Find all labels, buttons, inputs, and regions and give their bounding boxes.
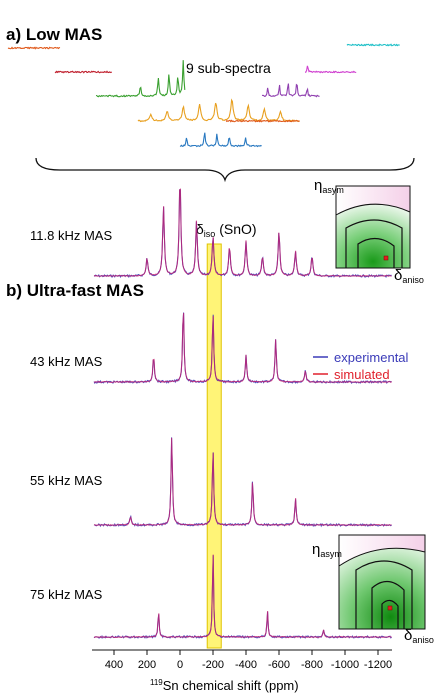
simulated-spectrum-line <box>93 188 392 277</box>
legend-label-experimental: experimental <box>334 350 409 365</box>
inset-contour-bottom: ηasym δaniso <box>312 534 434 645</box>
subspectra-label: 9 sub-spectra <box>186 60 271 76</box>
x-tick-label: 200 <box>138 659 156 671</box>
inset-top-y-label: ηasym <box>314 177 344 195</box>
subspectrum-line <box>305 65 357 74</box>
spectra-group <box>93 188 392 639</box>
subspectrum-line <box>7 46 61 50</box>
inset-bottom-x-label: δaniso <box>404 627 434 645</box>
legend: experimental simulated <box>313 350 409 382</box>
simulated-spectrum-line <box>93 437 392 527</box>
panel-b-title: b) Ultra-fast MAS <box>6 281 144 300</box>
experimental-spectrum-line <box>93 437 392 528</box>
x-tick-label: 400 <box>105 659 123 671</box>
legend-label-simulated: simulated <box>334 367 390 382</box>
x-axis-label: 119Sn chemical shift (ppm) <box>150 678 299 693</box>
x-tick-label: -1200 <box>364 659 392 671</box>
inset-bottom-y-label: ηasym <box>312 541 342 559</box>
subspectrum-line <box>95 60 186 98</box>
x-axis: 400 200 0 -200 -400 -600 -800 -1000 -1200 <box>92 649 392 671</box>
spectrum-label-11-8: 11.8 kHz MAS <box>30 228 112 243</box>
subspectrum-line <box>179 132 262 148</box>
x-tick-label: -800 <box>301 659 323 671</box>
x-tick-label: -400 <box>235 659 257 671</box>
simulated-spectrum-line <box>94 554 392 639</box>
spectrum-label-43: 43 kHz MAS <box>30 354 103 369</box>
x-tick-label: -1000 <box>331 659 359 671</box>
x-tick-label: -200 <box>202 659 224 671</box>
iso-highlight-band <box>206 243 222 649</box>
spectrum-label-75: 75 kHz MAS <box>30 587 103 602</box>
x-tick-label: -600 <box>268 659 290 671</box>
simulated-spectrum-line <box>94 312 392 384</box>
curly-brace <box>35 157 415 183</box>
iso-label: δiso (SnO) <box>196 221 257 239</box>
inset-top-x-label: δaniso <box>394 267 424 285</box>
panel-a-title: a) Low MAS <box>6 25 102 44</box>
x-tick-label: 0 <box>177 659 183 671</box>
spectrum-label-55: 55 kHz MAS <box>30 473 103 488</box>
subspectrum-line <box>346 43 400 47</box>
subspectra-group <box>7 43 400 148</box>
inset-contour-top: ηasym δaniso <box>314 177 424 285</box>
subspectrum-line <box>261 83 320 98</box>
subspectrum-line <box>54 70 113 74</box>
subspectrum-line <box>137 98 300 123</box>
subspectrum-line <box>225 119 300 123</box>
